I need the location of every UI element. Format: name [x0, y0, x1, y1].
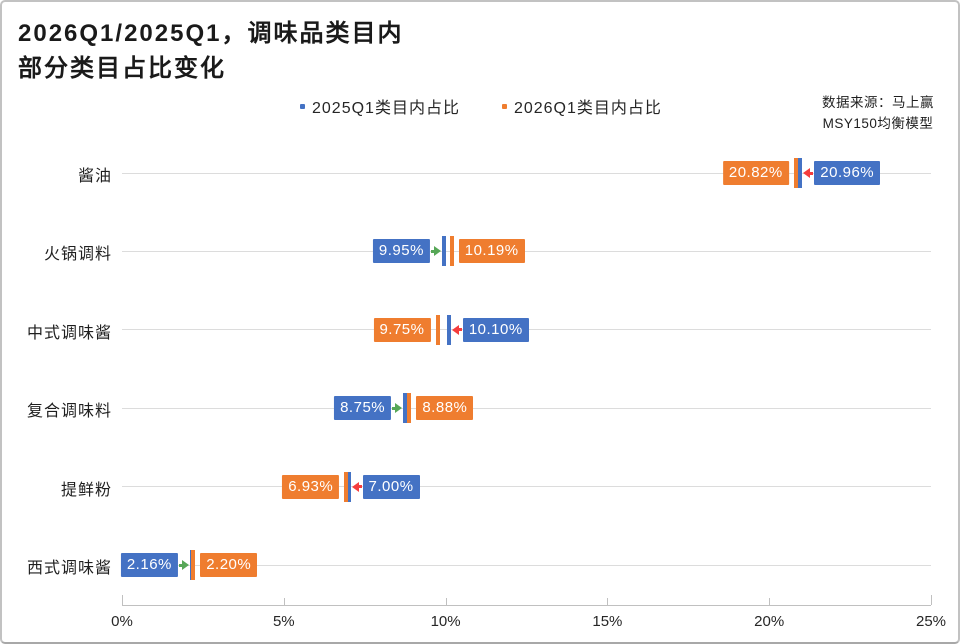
gridline [122, 250, 931, 252]
category-label: 中式调味酱 [26, 324, 112, 342]
x-axis-tick-label: 10% [430, 613, 461, 630]
legend-dot-2026-icon [501, 103, 507, 109]
arrow-head [181, 560, 189, 570]
value-label-2025: 10.10% [462, 317, 529, 342]
value-label-2025: 2.16% [120, 553, 178, 577]
arrow-tail [358, 485, 362, 489]
marker-2026 [435, 314, 440, 345]
legend-item-2025: 2025Q1类目内占比 [300, 94, 460, 118]
arrow-tail [178, 563, 182, 567]
data-source-line2: MSY150均衡模型 [822, 116, 934, 131]
legend-item-2026: 2026Q1类目内占比 [501, 94, 662, 118]
marker-2025 [798, 158, 803, 188]
marker-2025 [346, 471, 351, 502]
value-label-2025: 7.00% [362, 474, 420, 499]
decrease-arrow-icon [351, 481, 362, 492]
increase-arrow-icon [430, 246, 441, 257]
arrow-head [451, 324, 459, 335]
arrow-tail [430, 249, 434, 253]
data-source-note: 数据来源：马上赢 MSY150均衡模型 [822, 92, 934, 134]
category-label: 提鲜粉 [60, 481, 112, 499]
legend-label-2025: 2025Q1类目内占比 [312, 100, 460, 117]
marker-2026 [793, 158, 798, 188]
arrow-tail [810, 171, 814, 175]
marker-2026 [449, 236, 454, 267]
arrow-head [395, 403, 403, 414]
chart-title-line1: 2026Q1/2025Q1，调味品类目内 [18, 20, 404, 47]
x-axis-tick [122, 595, 123, 605]
value-label-2026: 10.19% [458, 239, 525, 264]
x-axis-tick [607, 598, 609, 605]
marker-2026 [407, 393, 412, 424]
category-label: 西式调味酱 [26, 560, 112, 577]
gridline [122, 486, 931, 488]
value-label-2026: 20.82% [722, 161, 789, 185]
arrow-tail [458, 328, 462, 332]
value-label-2025: 20.96% [814, 161, 881, 185]
x-axis-tick [283, 598, 285, 605]
marker-2025 [403, 393, 408, 424]
decrease-arrow-icon [451, 324, 462, 335]
legend-label-2026: 2026Q1类目内占比 [513, 100, 662, 117]
value-label-2026: 8.88% [416, 396, 474, 421]
chart-title-line2: 部分类目占比变化 [18, 55, 226, 82]
marker-2025 [446, 314, 451, 345]
x-axis-tick [769, 598, 771, 605]
marker-2025 [441, 236, 446, 267]
x-axis-tick [931, 595, 932, 605]
category-label: 酱油 [77, 168, 112, 185]
marker-2026 [344, 471, 349, 502]
x-axis-tick-label: 0% [111, 613, 133, 630]
x-axis-tick-label: 15% [592, 613, 623, 630]
arrow-head [433, 246, 441, 257]
value-label-2025: 9.95% [372, 239, 430, 264]
data-source-line1: 数据来源：马上赢 [822, 95, 934, 110]
x-axis-tick [445, 598, 447, 605]
chart-title: 2026Q1/2025Q1，调味品类目内 部分类目占比变化 [18, 16, 403, 86]
value-label-2026: 6.93% [282, 474, 340, 499]
legend: 2025Q1类目内占比 2026Q1类目内占比 [300, 94, 662, 118]
value-label-2025: 8.75% [334, 396, 392, 421]
category-label: 复合调味料 [26, 403, 112, 421]
increase-arrow-icon [178, 560, 189, 570]
value-label-2026: 9.75% [373, 317, 431, 342]
arrow-tail [392, 406, 396, 410]
gridline [122, 407, 931, 409]
value-label-2026: 2.20% [200, 553, 258, 577]
arrow-head [351, 481, 359, 492]
x-axis-tick-label: 25% [915, 613, 947, 630]
marker-2026 [191, 550, 196, 580]
x-axis-tick-label: 20% [754, 613, 785, 630]
decrease-arrow-icon [803, 168, 814, 178]
gridline [122, 172, 931, 174]
x-axis-tick-label: 5% [272, 613, 295, 630]
gridline [122, 564, 931, 566]
arrow-head [803, 168, 811, 178]
increase-arrow-icon [392, 403, 403, 414]
category-label: 火锅调料 [43, 246, 112, 264]
x-axis-line [122, 605, 931, 606]
legend-dot-2025-icon [300, 103, 305, 109]
